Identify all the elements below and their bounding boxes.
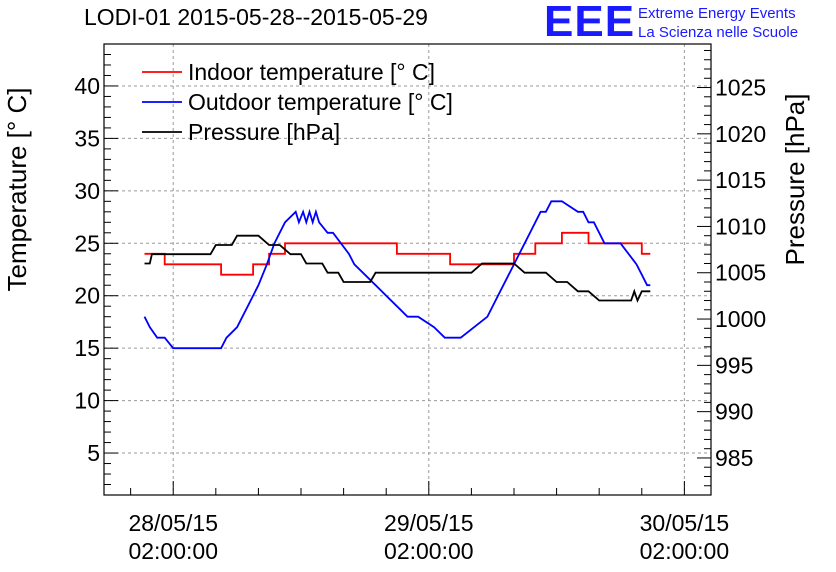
y2-tick-label: 995 — [715, 352, 753, 378]
y2-tick-label: 1005 — [715, 260, 766, 286]
y-tick-label: 10 — [74, 388, 100, 414]
y2-tick-label: 1000 — [715, 306, 766, 332]
plot-frame — [103, 43, 712, 496]
logo-caption: Extreme Energy Events La Scienza nelle S… — [638, 4, 798, 42]
logo-caption-line1: Extreme Energy Events — [638, 5, 796, 22]
logo-caption-line2: La Scienza nelle Scuole — [638, 24, 799, 41]
series-line-outdoor-temperature-c — [143, 200, 651, 350]
x-tick-label-date: 28/05/15 — [128, 510, 218, 536]
x-tick-label-date: 29/05/15 — [384, 510, 474, 536]
legend-label: Outdoor temperature [° C] — [188, 89, 453, 115]
y2-tick-label: 1025 — [715, 75, 766, 101]
y-tick-label: 30 — [74, 178, 100, 204]
axes: 5101520253035409859909951000100510101015… — [74, 49, 766, 564]
y-tick-label: 15 — [74, 335, 100, 361]
y-tick-label: 5 — [87, 440, 100, 466]
legend-label: Pressure [hPa] — [188, 119, 340, 145]
y-tick-label: 25 — [74, 230, 100, 256]
legend: Indoor temperature [° C] Outdoor temperat… — [142, 59, 453, 145]
x-tick-label-time: 02:00:00 — [384, 538, 474, 564]
legend-label: Indoor temperature [° C] — [188, 59, 435, 85]
x-tick-label-time: 02:00:00 — [128, 538, 218, 564]
y2-tick-label: 990 — [715, 399, 753, 425]
y2-axis-label: Pressure [hPa] — [780, 94, 810, 266]
y2-tick-label: 1010 — [715, 213, 766, 239]
y-tick-label: 40 — [74, 73, 100, 99]
y2-tick-label: 1020 — [715, 121, 766, 147]
series-line-pressure-hpa — [144, 234, 651, 303]
x-tick-label-date: 30/05/15 — [640, 510, 730, 536]
y-tick-label: 20 — [74, 283, 100, 309]
chart-title: LODI-01 2015-05-28--2015-05-29 — [84, 4, 428, 30]
x-tick-label-time: 02:00:00 — [640, 538, 730, 564]
series-lines — [143, 200, 651, 350]
series-line-indoor-temperature-c — [144, 231, 651, 276]
y2-tick-label: 985 — [715, 445, 753, 471]
y-tick-label: 35 — [74, 125, 100, 151]
y-axis-label: Temperature [° C] — [2, 87, 32, 291]
eee-logo: EEE — [544, 0, 636, 46]
y2-tick-label: 1015 — [715, 167, 766, 193]
